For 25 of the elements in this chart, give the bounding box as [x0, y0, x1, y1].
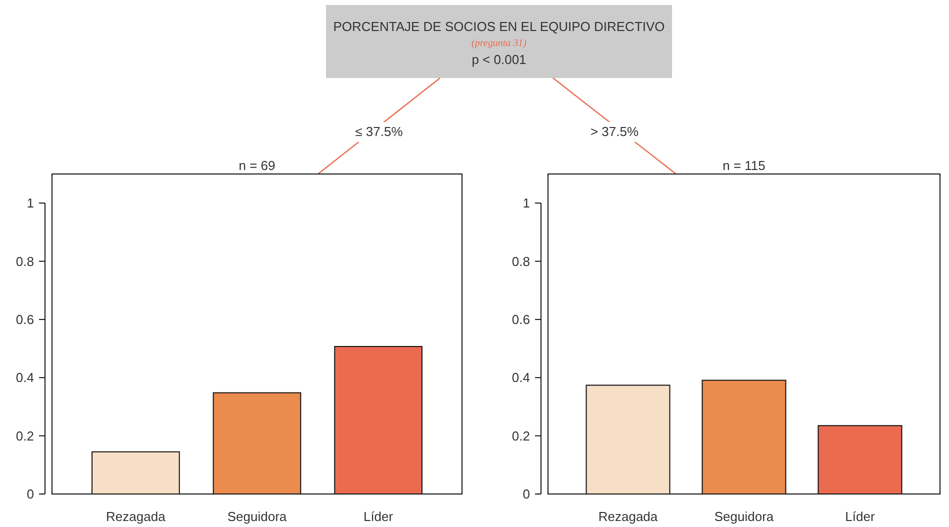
- chart-title: n = 69: [238, 158, 276, 173]
- y-tick-label: 0.8: [512, 254, 530, 269]
- x-tick-label: Seguidora: [227, 509, 288, 524]
- x-tick-label: Seguidora: [714, 509, 774, 524]
- chart-title: n = 115: [722, 158, 766, 173]
- y-tick-label: 0.8: [16, 254, 34, 269]
- x-tick-label: Rezagada: [598, 509, 658, 524]
- y-tick-label: 0: [26, 486, 34, 502]
- x-tick-label: Líder: [845, 509, 876, 524]
- y-tick-label: 0.4: [16, 370, 34, 386]
- x-tick-label: Rezagada: [106, 509, 166, 524]
- text: > 37.5%: [590, 124, 639, 139]
- y-tick-label: 0.4: [512, 370, 530, 386]
- y-tick-label: 0: [522, 486, 530, 502]
- y-tick-label: 0.6: [512, 312, 530, 328]
- y-tick-label: 0.2: [16, 428, 34, 444]
- y-tick-label: 1: [26, 196, 34, 211]
- text: PORCENTAJE DE SOCIOS EN EL EQUIPO DIRECTIVO: [333, 19, 665, 34]
- text: ≤ 37.5%: [355, 124, 404, 139]
- text: p < 0.001: [472, 52, 526, 67]
- y-tick-label: 0.2: [512, 428, 530, 444]
- x-tick-label: Líder: [363, 509, 394, 524]
- y-tick-label: 1: [522, 196, 530, 211]
- y-tick-label: 0.6: [16, 312, 34, 328]
- text: (pregunta 31): [472, 38, 528, 49]
